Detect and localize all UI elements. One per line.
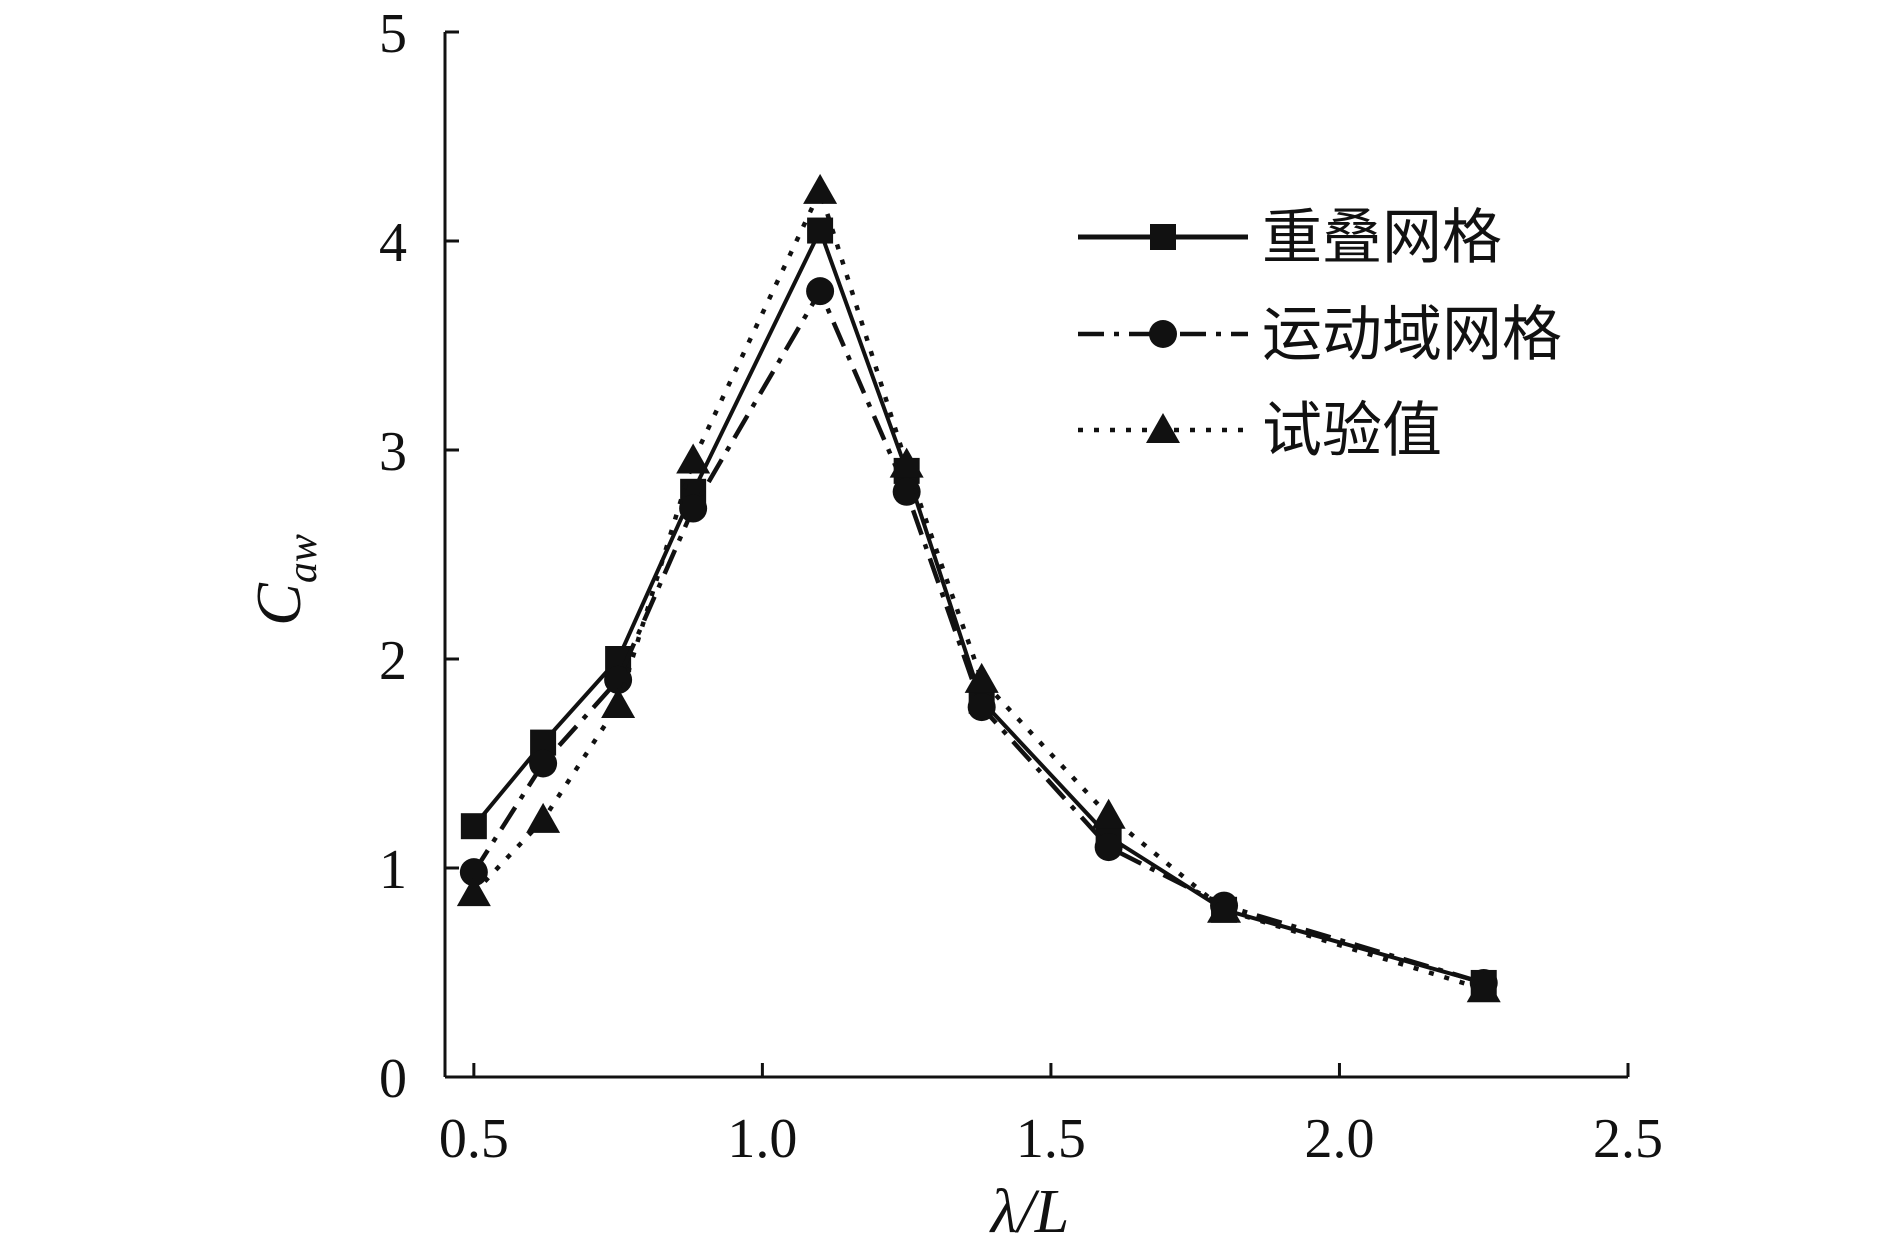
legend-item: 运动域网格 — [1078, 300, 1562, 370]
x-tick-label: 1.5 — [1016, 1108, 1086, 1170]
y-tick-label: 0 — [379, 1048, 407, 1110]
circle-marker — [529, 749, 558, 778]
series-2 — [459, 277, 1498, 997]
x-axis-label: λ/L — [989, 1178, 1070, 1245]
y-axis-label-sub: aw — [280, 534, 326, 583]
triangle-marker — [1091, 798, 1126, 829]
y-tick-label: 2 — [379, 630, 407, 692]
square-marker — [460, 813, 487, 840]
triangle-marker — [803, 173, 838, 204]
y-tick-label: 3 — [379, 421, 407, 483]
circle-marker — [1149, 320, 1177, 348]
legend-item: 试验值 — [1078, 396, 1442, 466]
circle-marker — [459, 858, 488, 887]
triangle-marker — [676, 443, 711, 474]
square-marker — [807, 217, 834, 244]
triangle-marker — [889, 447, 924, 478]
circle-marker — [892, 477, 921, 506]
y-axis-label: Caw — [243, 534, 326, 626]
axes — [443, 32, 1628, 1079]
legend-label: 试验值 — [1262, 396, 1442, 466]
x-tick-label: 1.0 — [727, 1108, 797, 1170]
series-line — [471, 286, 1485, 986]
circle-marker — [679, 494, 708, 523]
triangle-marker — [526, 802, 561, 833]
x-tick-label: 2.0 — [1304, 1108, 1374, 1170]
series-3 — [456, 173, 1501, 1003]
x-tick-label: 0.5 — [439, 1108, 509, 1170]
triangle-marker — [601, 687, 636, 718]
series-layer — [456, 173, 1501, 1003]
triangle-marker — [1146, 413, 1180, 443]
y-axis-label-main: C — [243, 582, 314, 626]
circle-marker — [806, 277, 835, 306]
ticks: 0.5 1.0 1.5 2.0 2.5 0 1 2 3 4 5 — [379, 3, 1663, 1170]
y-tick-label: 1 — [379, 839, 407, 901]
series-line — [472, 225, 1485, 985]
x-tick-label: 2.5 — [1593, 1108, 1663, 1170]
legend-label: 重叠网格 — [1262, 203, 1502, 273]
triangle-marker — [964, 662, 999, 693]
legend-item: 重叠网格 — [1078, 203, 1502, 273]
y-tick-label: 5 — [379, 3, 407, 65]
triangle-marker — [1207, 892, 1242, 923]
circle-marker — [1094, 833, 1123, 862]
legend-label: 运动域网格 — [1262, 300, 1562, 370]
y-tick-label: 4 — [379, 212, 407, 274]
square-marker — [1150, 224, 1176, 250]
triangle-marker — [456, 876, 491, 907]
circle-marker — [967, 693, 996, 722]
triangle-marker — [1466, 972, 1501, 1003]
